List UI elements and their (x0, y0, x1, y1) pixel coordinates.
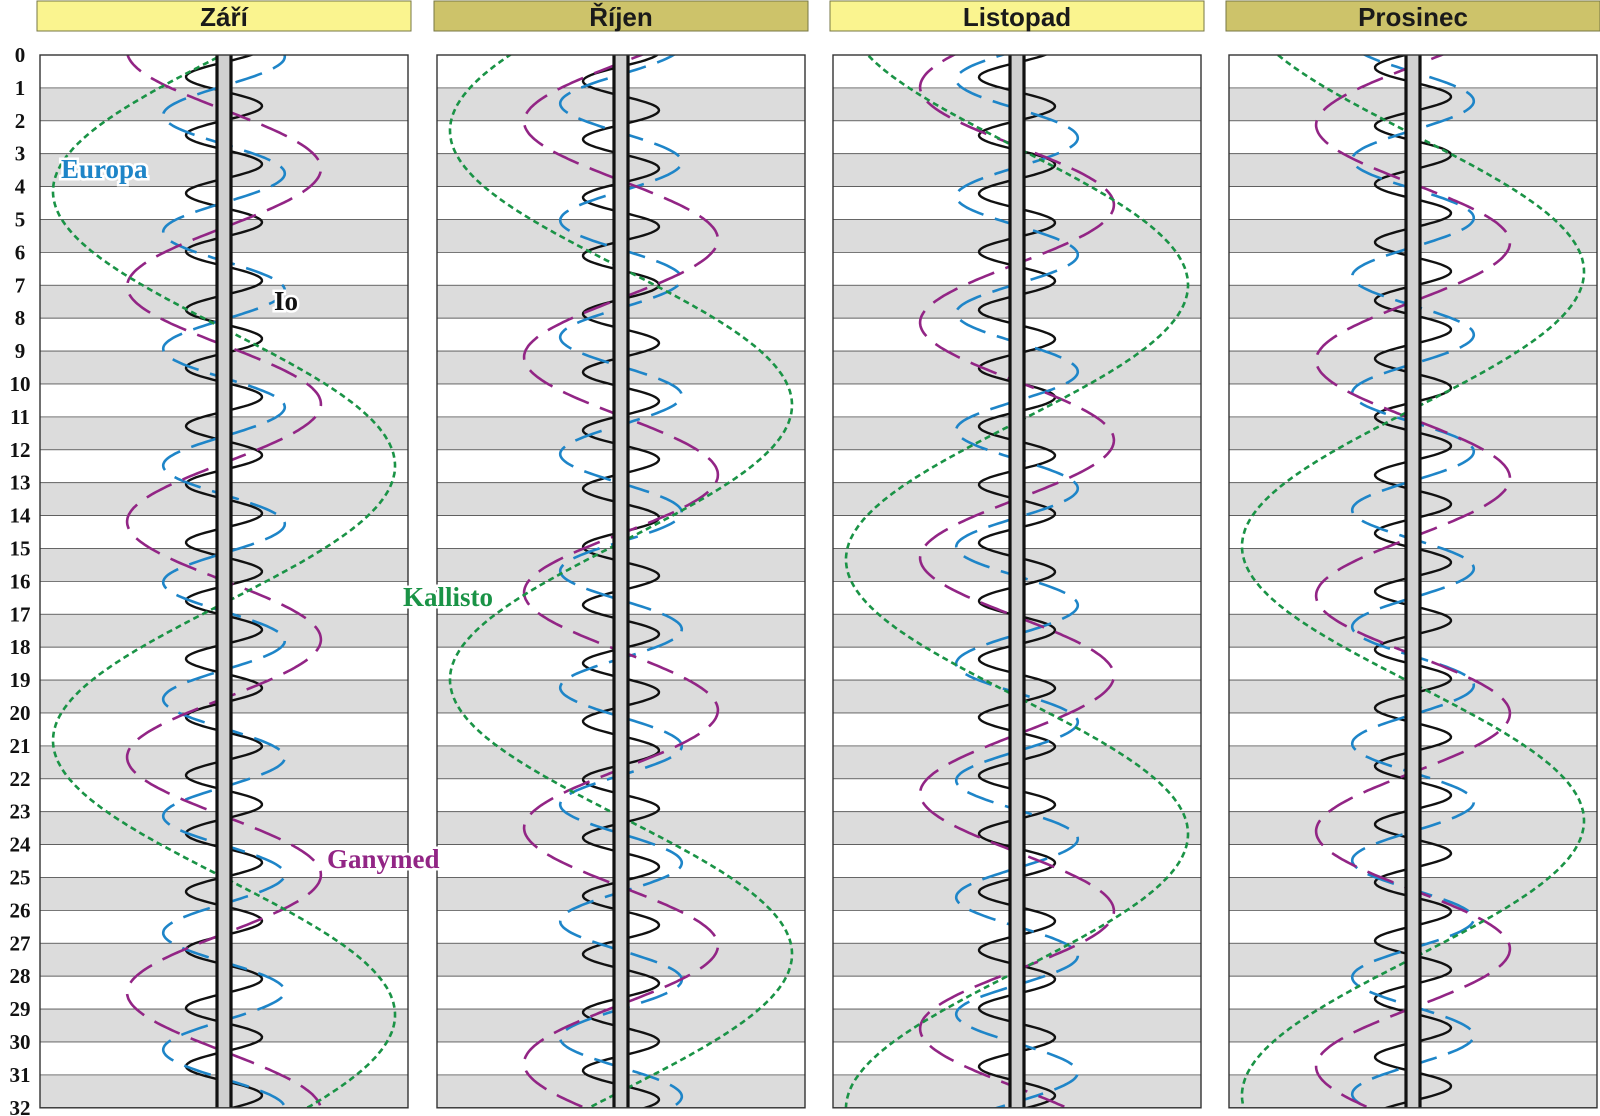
month-header-label: Listopad (963, 2, 1071, 32)
series-line-io (581, 55, 661, 1108)
jupiter-band (1010, 55, 1024, 1108)
series-line-europa (558, 55, 684, 1108)
panel-frame (39, 54, 409, 1109)
day-tick-label: 10 (10, 372, 31, 396)
day-tick-label: 27 (10, 931, 31, 955)
day-tick-label: 26 (10, 898, 31, 922)
day-tick-label: 4 (15, 175, 26, 199)
label-kallisto: Kallisto (403, 582, 493, 612)
day-tick-label: 18 (10, 635, 31, 659)
day-tick-label: 19 (10, 668, 31, 692)
day-tick-label: 29 (10, 997, 31, 1021)
day-tick-label: 17 (10, 602, 31, 626)
series-line-kallisto (448, 55, 794, 1108)
day-tick-label: 0 (15, 43, 26, 67)
day-tick-label: 12 (10, 438, 31, 462)
day-tick-label: 15 (10, 537, 31, 561)
month-header-box (1225, 0, 1600, 32)
series-line-ganymed (918, 55, 1116, 1108)
label-io: Io (274, 286, 298, 316)
day-tick-label: 23 (10, 800, 31, 824)
jupiter-band (614, 55, 628, 1108)
panel-frame (1228, 54, 1598, 1109)
day-tick-label: 13 (10, 471, 31, 495)
day-tick-label: 16 (10, 569, 31, 593)
day-tick-label: 21 (10, 734, 31, 758)
month-headers: Září Říjen Listopad Prosinec (36, 0, 1600, 32)
day-tick-label: 25 (10, 866, 31, 890)
day-tick-label: 31 (10, 1063, 31, 1087)
month-header-box (829, 0, 1205, 32)
moon-labels: Europa Io Kallisto Ganymed (59, 152, 496, 877)
series-line-europa (161, 55, 287, 1108)
day-tick-label: 9 (15, 339, 26, 363)
series-line-ganymed (522, 55, 720, 1108)
day-tick-label: 6 (15, 240, 26, 264)
day-tick-label: 28 (10, 964, 31, 988)
day-tick-label: 22 (10, 767, 31, 791)
panel-frame (436, 54, 806, 1109)
month-header-label: Září (200, 2, 248, 32)
day-tick-label: 14 (10, 504, 32, 528)
series-line-kallisto (1240, 55, 1586, 1108)
day-axis: 0123456789101112131415161718192021222324… (10, 43, 32, 1116)
series-line-kallisto (51, 55, 397, 1108)
panel-frames (39, 54, 1598, 1109)
day-tick-label: 3 (15, 142, 26, 166)
jupiter-band (217, 55, 231, 1108)
day-tick-label: 8 (15, 306, 26, 330)
panel-frame (832, 54, 1202, 1109)
day-tick-label: 32 (10, 1096, 31, 1116)
series-line-kallisto (844, 55, 1190, 1108)
day-tick-label: 24 (10, 833, 32, 857)
day-tick-label: 30 (10, 1030, 31, 1054)
month-header-label: Prosinec (1358, 2, 1468, 32)
jupiter-band (1406, 55, 1420, 1108)
month-header-label: Říjen (589, 2, 653, 32)
series-line-ganymed (1314, 55, 1512, 1108)
day-tick-label: 5 (15, 208, 26, 232)
series-line-europa (1350, 55, 1476, 1108)
day-tick-label: 2 (15, 109, 26, 133)
label-ganymed: Ganymed (327, 844, 440, 874)
day-tick-label: 11 (10, 405, 30, 429)
day-stripes (39, 54, 1598, 1109)
month-header-box (433, 0, 809, 32)
month-curves (448, 55, 794, 1108)
label-europa: Europa (61, 154, 148, 184)
day-tick-label: 7 (15, 273, 26, 297)
month-header-box (36, 0, 412, 32)
day-tick-label: 20 (10, 701, 31, 725)
day-tick-label: 1 (15, 76, 26, 100)
jupiter-bands (215, 55, 1422, 1108)
